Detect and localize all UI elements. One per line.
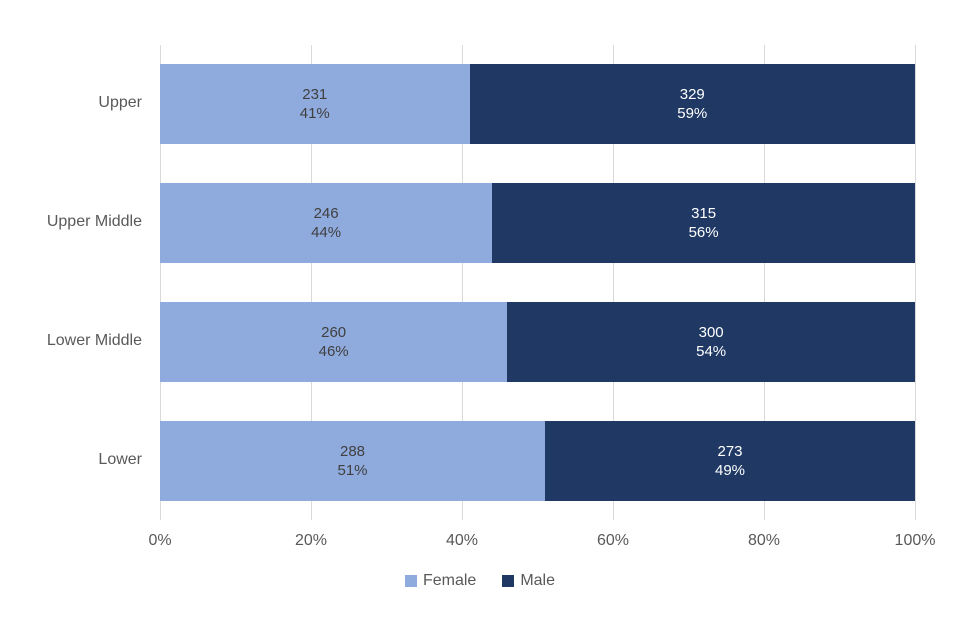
legend-item-male: Male (502, 572, 555, 590)
bar-segment-male: 329 59% (469, 64, 915, 145)
bar-count-label: 288 (340, 442, 366, 460)
bar-count-label: 273 (717, 442, 743, 460)
bar-segment-female: 288 51% (160, 420, 546, 501)
gridline (612, 45, 614, 520)
bar-count-label: 329 (679, 86, 705, 104)
female-legend-swatch (404, 575, 417, 587)
category-label: Lower Middle (46, 331, 142, 349)
gridline (914, 45, 916, 520)
x-tick-label: 0% (148, 532, 172, 549)
bar-percent-label: 49% (715, 461, 746, 479)
bar-percent-label: 59% (677, 105, 708, 123)
bar-segment-male: 273 49% (545, 420, 915, 501)
bar-percent-label: 44% (311, 224, 342, 242)
bar-percent-label: 51% (337, 461, 368, 479)
bar-segment-male: 300 54% (507, 301, 915, 382)
x-tick-label: 40% (445, 532, 479, 549)
legend: Female Male (0, 572, 960, 590)
bar-segment-male: 315 56% (492, 183, 915, 264)
bar-percent-label: 54% (696, 342, 727, 360)
legend-item-female: Female (404, 572, 477, 590)
bar-count-label: 300 (698, 323, 724, 341)
bar-segment-female: 246 44% (160, 183, 493, 264)
bar-percent-label: 56% (688, 224, 719, 242)
bar-percent-label: 41% (299, 105, 330, 123)
bar-percent-label: 46% (318, 342, 349, 360)
gridline (310, 45, 312, 520)
female-legend-label: Female (422, 572, 477, 589)
bar-count-label: 315 (691, 205, 717, 223)
bar-segment-female: 260 46% (160, 301, 508, 382)
x-tick-label: 100% (894, 532, 936, 549)
bar-segment-female: 231 41% (160, 64, 470, 145)
x-tick-label: 20% (294, 532, 328, 549)
bar-count-label: 260 (321, 323, 347, 341)
x-tick-label: 80% (747, 532, 781, 549)
bar-count-label: 231 (302, 86, 328, 104)
bar-count-label: 246 (313, 205, 339, 223)
category-label: Upper Middle (46, 213, 142, 231)
x-tick-label: 60% (596, 532, 630, 549)
gridline (461, 45, 463, 520)
male-legend-swatch (502, 575, 515, 587)
male-legend-label: Male (520, 572, 556, 589)
category-label: Upper (98, 94, 142, 112)
gridline (763, 45, 765, 520)
gridline (159, 45, 161, 520)
category-label: Lower (98, 450, 142, 468)
